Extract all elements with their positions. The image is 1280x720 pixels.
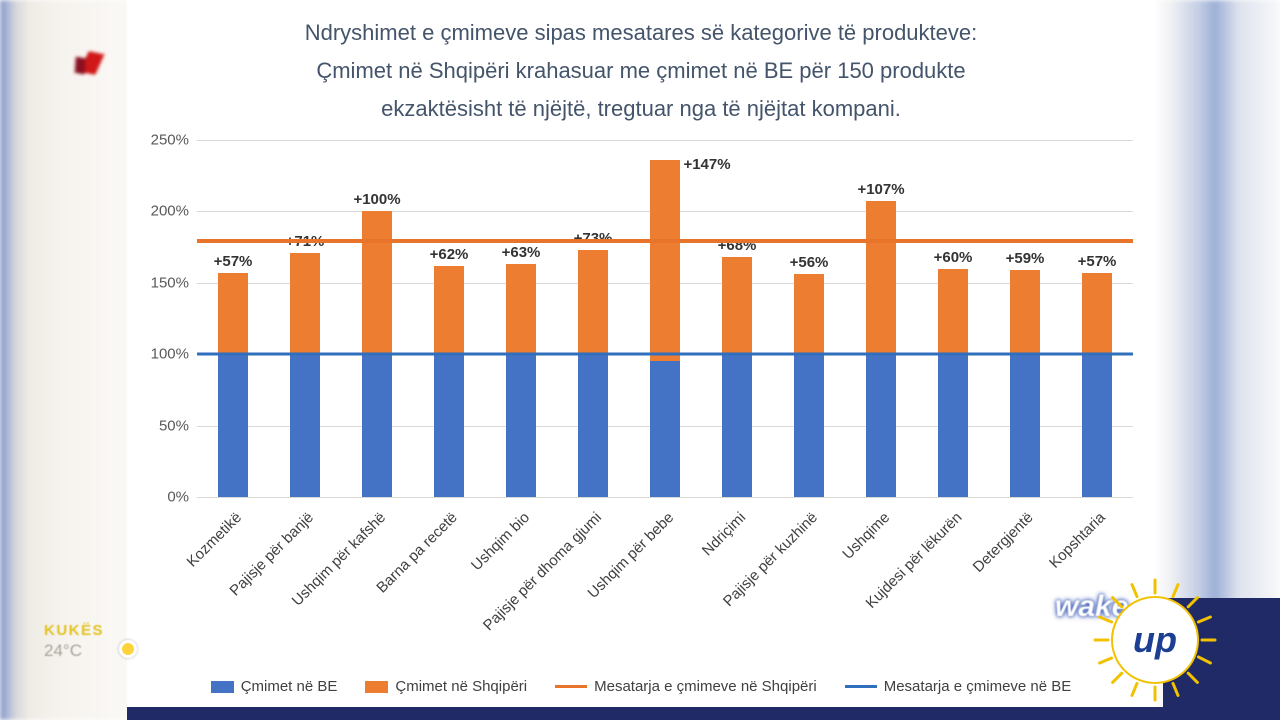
y-tick-label: 250% [150, 131, 189, 149]
bar-group: +59% [989, 140, 1061, 497]
eu-price-bar [650, 360, 680, 497]
x-axis-label: Ushqim bio [467, 509, 534, 575]
x-axis-label: Kozmetikë [183, 509, 246, 571]
eu-price-bar [578, 354, 608, 497]
eu-price-bar [866, 354, 896, 497]
bar-group: +71% [269, 140, 341, 497]
y-tick-label: 150% [150, 274, 189, 292]
weather-temperature: 24°C [44, 641, 82, 660]
x-axis-label: Ndriçimi [698, 509, 750, 560]
bar-value-label: +59% [1005, 249, 1045, 267]
bar-value-label: +147% [683, 156, 731, 173]
weather-location-label: KUKËS [44, 622, 105, 639]
eu-average-line [197, 352, 1133, 356]
legend-item: Çmimet në Shqipëri [365, 678, 527, 695]
eu-price-bar [1010, 354, 1040, 497]
bar-group: +73% [557, 140, 629, 497]
albania-price-bar [938, 268, 968, 355]
blurred-left-edge [0, 0, 129, 720]
legend-label: Çmimet në Shqipëri [395, 678, 528, 695]
albania-price-bar [218, 272, 248, 355]
eu-price-bar [434, 354, 464, 497]
albania-price-bar [506, 264, 536, 355]
legend-swatch-box [210, 680, 234, 693]
bar-group: +68% [701, 140, 773, 497]
albania-price-bar [722, 257, 752, 355]
eu-price-bar [362, 354, 392, 497]
chart-title-line: Çmimet në Shqipëri krahasuar me çmimet n… [316, 58, 966, 83]
bar-group: +100% [341, 140, 413, 497]
weather-sun-icon [119, 640, 137, 658]
legend-label: Çmimet në BE [240, 678, 338, 695]
y-tick-label: 200% [150, 202, 189, 220]
bar-value-label: +56% [789, 254, 829, 272]
legend-swatch-line [844, 685, 877, 688]
albania-price-bar [434, 265, 464, 355]
albania-price-bar [578, 249, 608, 355]
eu-price-bar [290, 354, 320, 497]
legend-item: Mesatarja e çmimeve në Shqipëri [555, 678, 817, 695]
chart-panel: Ndryshimet e çmimeve sipas mesatares së … [127, 0, 1155, 720]
bar-value-label: +57% [213, 252, 253, 270]
plot-area: 0% 50% 100% 150% 200% 250% +57% +71% +100% +62% +6… [151, 132, 1133, 634]
bar-value-label: +107% [857, 181, 905, 199]
y-tick-label: 50% [158, 417, 189, 435]
show-logo-up-text: up [1133, 619, 1177, 660]
bar-group: +56% [773, 140, 845, 497]
eu-price-bar [794, 354, 824, 497]
show-logo: up [1085, 570, 1225, 710]
legend-item: Çmimet në BE [210, 678, 338, 695]
albania-average-line [197, 239, 1133, 244]
legend-item: Mesatarja e çmimeve në BE [844, 678, 1072, 695]
chart-title-line: ekzaktësisht të njëjtë, tregtuar nga të … [381, 96, 901, 121]
albania-price-bar [650, 160, 680, 361]
eu-price-bar [722, 354, 752, 497]
bar-group: +147% [629, 140, 731, 497]
bar-group: +60% [917, 140, 989, 497]
chart-title-line: Ndryshimet e çmimeve sipas mesatares së … [304, 20, 978, 45]
gridline [197, 497, 1133, 498]
bar-value-label: +60% [933, 248, 973, 266]
y-tick-label: 100% [150, 345, 189, 363]
bar-group: +107% [845, 140, 917, 497]
eu-price-bar [506, 354, 536, 497]
albania-price-bar [362, 211, 392, 355]
x-axis-labels: Kozmetikë Pajisje për banjë Ushqim për kaf… [183, 497, 1133, 637]
bar-group: +63% [485, 140, 557, 497]
eu-price-bar [1082, 354, 1112, 497]
show-logo-circle: up [1111, 596, 1199, 684]
legend-label: Mesatarja e çmimeve në Shqipëri [594, 678, 817, 695]
bar-series: +57% +71% +100% +62% +63% +73% +147%+68% +56% +1… [197, 140, 1133, 497]
bar-value-label: +62% [429, 245, 469, 263]
legend-swatch-box [365, 680, 389, 693]
x-axis-label: Pajisje për dhoma gjumi [479, 509, 606, 635]
albania-price-bar [794, 274, 824, 355]
eu-price-bar [938, 354, 968, 497]
bar-group: +57% [1061, 140, 1133, 497]
eu-price-bar [218, 354, 248, 497]
chart-title: Ndryshimet e çmimeve sipas mesatares së … [167, 14, 1115, 128]
gridline [197, 140, 1133, 141]
albania-price-bar [290, 252, 320, 355]
x-axis-label: Kopshtaria [1046, 509, 1110, 572]
legend: Çmimet në BE Çmimet në Shqipëri Mesatarja … [127, 678, 1155, 695]
bar-value-label: +100% [353, 191, 401, 209]
bottom-ticker-bar [127, 707, 1280, 720]
x-axis-label: Detergjentë [970, 509, 1038, 576]
albania-price-bar [1010, 269, 1040, 355]
x-axis-label: Ushqime [839, 509, 894, 563]
legend-label: Mesatarja e çmimeve në BE [883, 678, 1072, 695]
bar-group: +57% [197, 140, 269, 497]
bar-group: +62% [413, 140, 485, 497]
legend-swatch-line [555, 685, 588, 688]
bar-value-label: +57% [1077, 252, 1117, 270]
albania-price-bar [866, 201, 896, 355]
y-tick-label: 0% [167, 488, 189, 506]
albania-price-bar [1082, 272, 1112, 355]
sun-rays-icon [1093, 578, 1217, 702]
bar-value-label: +63% [501, 244, 541, 262]
